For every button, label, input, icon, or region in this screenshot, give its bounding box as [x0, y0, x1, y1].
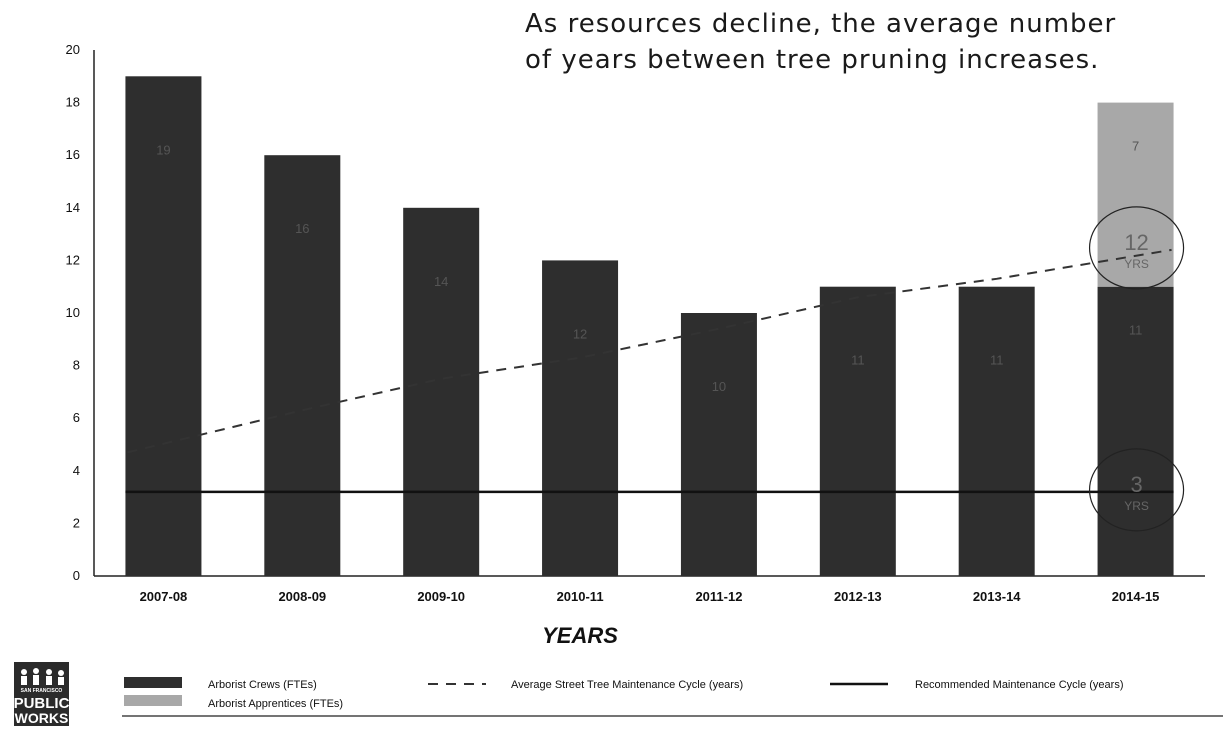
- annotation-circle: [1088, 448, 1185, 532]
- x-tick-label: 2012-13: [834, 589, 882, 604]
- logo-line-1: SAN FRANCISCO: [21, 688, 63, 694]
- bar-value-label: 11: [990, 353, 1004, 368]
- bar-crews: [542, 260, 619, 576]
- bar-value-label: 14: [434, 274, 448, 289]
- bar-crews: [680, 313, 757, 576]
- x-tick-label: 2014-15: [1112, 589, 1160, 604]
- bar-value-label: 12: [573, 326, 587, 341]
- y-tick-label: 6: [73, 410, 80, 425]
- x-tick-labels: 2007-08 2008-09 2009-10 2010-11 2011-12 2012-…: [140, 589, 1160, 604]
- bars: [125, 76, 1174, 577]
- x-tick-label: 2013-14: [973, 589, 1021, 604]
- x-tick-label: 2010-11: [557, 589, 604, 604]
- line-average-maintenance-cycle: [127, 248, 1172, 454]
- bar-crews: [958, 286, 1035, 576]
- bar-value-label: 11: [851, 353, 865, 368]
- x-tick-label: 2007-08: [140, 589, 188, 604]
- y-tick-label: 4: [73, 463, 80, 478]
- legend-label-recommended-cycle: Recommended Maintenance Cycle (years): [915, 679, 1123, 691]
- bar-crews: [1097, 286, 1174, 576]
- annotation-unit: YRS: [1124, 499, 1149, 513]
- legend-label-average-cycle: Average Street Tree Maintenance Cycle (y…: [511, 679, 743, 691]
- legend-label-crews: Arborist Crews (FTEs): [208, 679, 317, 691]
- x-axis-title: YEARS: [542, 623, 618, 648]
- annotations: 12 YRS 3 YRS: [1088, 206, 1185, 532]
- y-tick-label: 20: [66, 42, 80, 57]
- bar-value-label: 11: [1129, 323, 1143, 338]
- trend-lines: [125, 248, 1174, 494]
- bar-crews: [264, 155, 341, 576]
- y-tick-label: 16: [66, 147, 80, 162]
- logo-line-3: WORKS: [15, 710, 69, 726]
- annotation-value: 12: [1124, 230, 1148, 255]
- bar-crews: [819, 286, 896, 576]
- bar-value-label: 19: [156, 142, 170, 157]
- bar-value-label: 10: [712, 379, 726, 394]
- annotation-value: 3: [1130, 472, 1142, 497]
- x-tick-label: 2008-09: [278, 589, 326, 604]
- x-tick-label: 2011-12: [695, 589, 742, 604]
- y-tick-label: 10: [66, 305, 80, 320]
- annotation-circle: [1088, 206, 1185, 290]
- y-tick-label: 2: [73, 515, 80, 530]
- y-tick-label: 18: [66, 95, 80, 110]
- legend-swatch-crews: [124, 677, 182, 688]
- chart-title-line-1: As resources decline, the average number: [525, 9, 1116, 39]
- public-works-logo: SAN FRANCISCO PUBLIC WORKS: [14, 662, 70, 726]
- y-tick-label: 14: [66, 200, 80, 215]
- legend: Arborist Crews (FTEs) Arborist Apprentic…: [124, 677, 1123, 710]
- y-tick-label: 12: [66, 252, 80, 267]
- bar-value-label: 7: [1132, 139, 1139, 154]
- legend-label-apprentices: Arborist Apprentices (FTEs): [208, 698, 343, 710]
- chart-title-line-2: of years between tree pruning increases.: [525, 45, 1099, 75]
- x-tick-label: 2009-10: [417, 589, 465, 604]
- y-tick-label: 8: [73, 358, 80, 373]
- y-tick-labels: 0 2 4 6 8 10 12 14 16 18 20: [66, 42, 80, 583]
- y-tick-label: 0: [73, 568, 80, 583]
- bar-value-label: 16: [295, 221, 309, 236]
- annotation-unit: YRS: [1124, 257, 1149, 271]
- bar-crews: [403, 207, 480, 577]
- logo-line-2: PUBLIC: [14, 695, 70, 712]
- bar-value-labels: 19 16 14 12 10 11 11 11 7: [156, 139, 1142, 394]
- legend-swatch-apprentices: [124, 695, 182, 706]
